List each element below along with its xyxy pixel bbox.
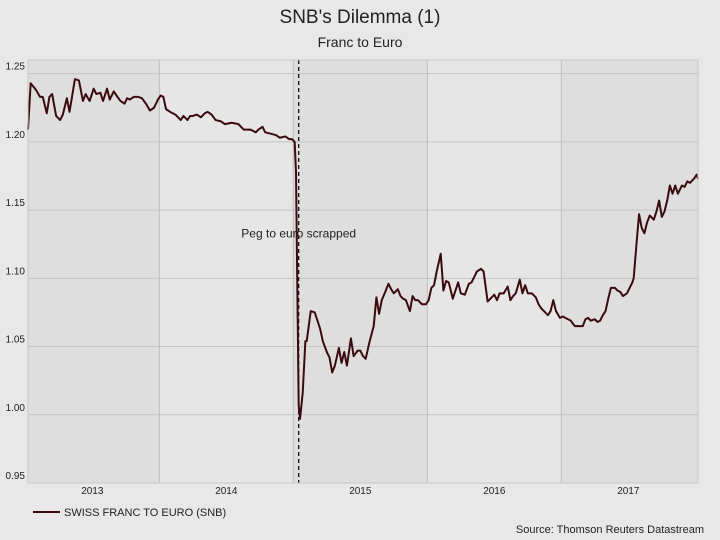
x-tick-label: 2013 xyxy=(81,486,104,497)
y-tick-label: 1.10 xyxy=(6,266,26,277)
y-tick-label: 1.00 xyxy=(6,403,26,414)
y-tick-label: 1.15 xyxy=(6,198,26,209)
y-tick-label: 0.95 xyxy=(6,471,26,482)
y-tick-label: 1.25 xyxy=(6,62,26,73)
x-tick-label: 2016 xyxy=(483,486,506,497)
x-tick-label: 2014 xyxy=(215,486,238,497)
plot-border xyxy=(27,59,699,484)
x-tick-label: 2015 xyxy=(349,486,372,497)
plot-band xyxy=(293,60,428,483)
plot-band xyxy=(28,60,160,483)
legend-label: SWISS FRANC TO EURO (SNB) xyxy=(64,507,226,519)
x-tick-label: 2017 xyxy=(617,486,640,497)
plot-band xyxy=(427,60,562,483)
chart-title: SNB's Dilemma (1) xyxy=(280,7,441,28)
y-tick-label: 1.05 xyxy=(6,335,26,346)
annotation: Peg to euro scrapped xyxy=(241,226,356,240)
series-line xyxy=(27,78,699,420)
source: Source: Thomson Reuters Datastream xyxy=(516,524,704,536)
plot-band xyxy=(159,60,294,483)
plot-band xyxy=(561,60,698,483)
chart-subtitle: Franc to Euro xyxy=(318,34,403,50)
y-tick-label: 1.20 xyxy=(6,130,26,141)
